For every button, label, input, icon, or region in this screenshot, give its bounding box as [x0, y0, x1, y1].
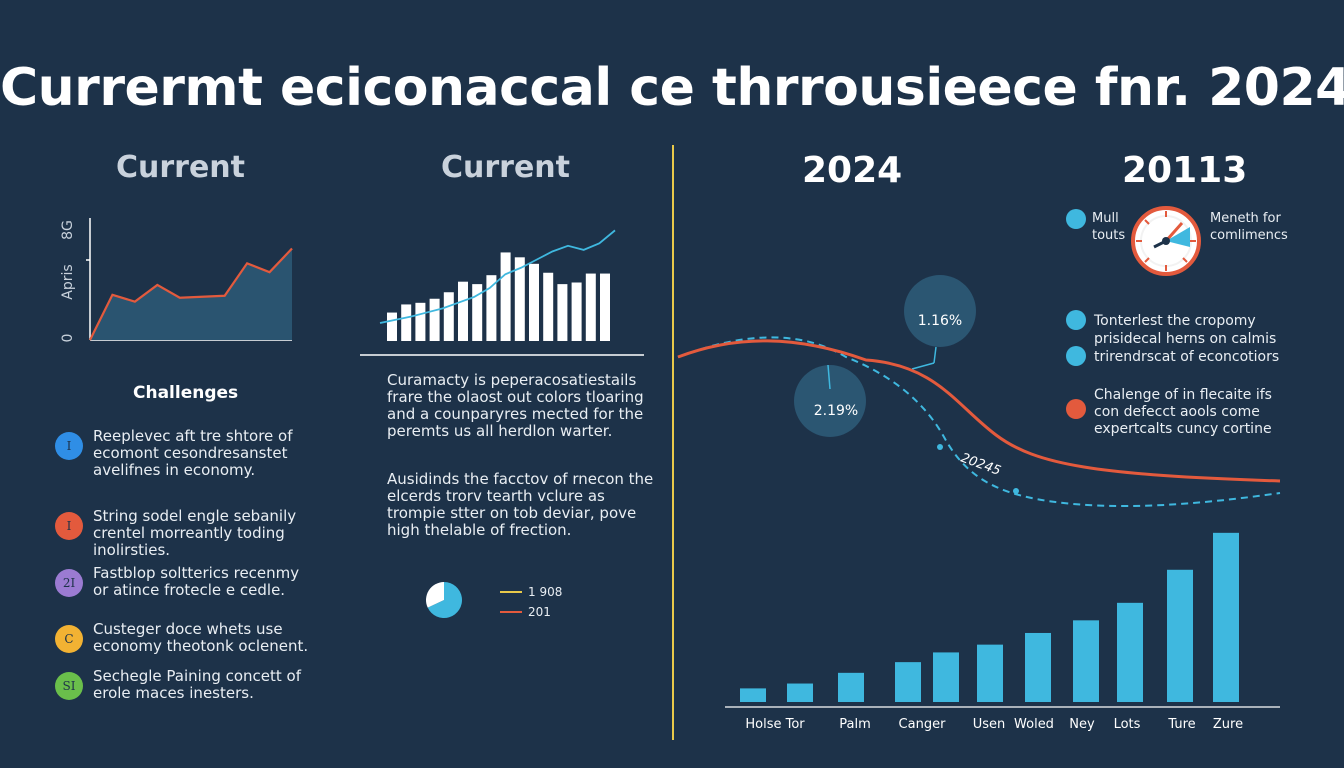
challenge-badge-icon: I: [55, 512, 83, 540]
note-bullet-1: [1066, 310, 1086, 330]
gauge-left-label: Mull touts: [1092, 211, 1126, 243]
challenge-item: I Reeplevec aft tre shtore of ecomont ces…: [55, 428, 355, 479]
right-heading-right: 20113: [1122, 150, 1248, 191]
challenge-badge-icon: C: [55, 625, 83, 653]
pie-slice: [426, 582, 444, 608]
bottom-bar: [1073, 620, 1099, 702]
bottom-bar: [1117, 602, 1143, 702]
area-line: [89, 247, 293, 341]
bar: [472, 284, 483, 341]
bottom-bar: [787, 683, 813, 702]
legend-label: 201: [528, 605, 551, 619]
area-y-label: Apris: [60, 264, 76, 299]
bottom-bar-label: Woled: [1014, 717, 1054, 732]
challenge-item: I String sodel engle sebanily crentel mor…: [55, 508, 355, 559]
note-bullet-3: [1066, 399, 1086, 419]
challenges-heading: Challenges: [133, 383, 239, 403]
curve-label: 20245: [959, 451, 1003, 479]
panel-divider: [672, 145, 674, 740]
middle-legend: 1 908 201: [500, 582, 620, 622]
bar: [600, 273, 610, 341]
bottom-bar: [977, 644, 1003, 702]
note-bullet-2: [1066, 346, 1086, 366]
bottom-bar-label: Usen: [973, 717, 1006, 732]
left-panel-heading: Current: [116, 150, 246, 185]
bar: [557, 284, 568, 341]
bar: [443, 292, 454, 341]
challenge-text: String sodel engle sebanily crentel morr…: [93, 507, 297, 559]
middle-paragraph-1: Curamacty is peperacosatiestails frare t…: [387, 371, 644, 440]
bottom-bar-label: Ney: [1069, 717, 1095, 732]
legend-item: 201: [500, 602, 620, 622]
page-title: Currermt eciconaccal ce thrrousieece fnr…: [0, 58, 1344, 118]
legend-item: 1 908: [500, 582, 620, 602]
challenge-item: SI Sechegle Paining concett of erole mace…: [55, 668, 355, 702]
gauge-right-label: Meneth for comlimencs: [1210, 211, 1288, 243]
challenge-text: Sechegle Paining concett of erole maces …: [93, 667, 302, 702]
area-y-top: 8G: [60, 220, 76, 240]
bottom-bar: [1213, 532, 1239, 702]
bar: [486, 275, 497, 341]
challenge-badge-icon: I: [55, 432, 83, 460]
bar: [585, 273, 596, 341]
bar: [571, 282, 582, 341]
bottom-bar-label: Zure: [1213, 717, 1243, 732]
trend-curve-chart: 1.16% 2.19% 20245: [677, 275, 1281, 508]
area-chart: 8G Apris 0: [60, 218, 293, 343]
note-text-3: Chalenge of in flecaite ifs con defecct …: [1094, 387, 1272, 437]
gauge-icon: [1131, 206, 1201, 276]
bar: [387, 312, 397, 341]
challenge-badge-icon: SI: [55, 672, 83, 700]
note-text-2: trirendrscat of econcotiors: [1094, 349, 1280, 365]
bubble-left: [794, 365, 866, 437]
bar-line-chart: [360, 229, 644, 356]
challenge-item: 2I Fastblop soltterics recenmy or atince …: [55, 565, 355, 599]
legend-label: 1 908: [528, 585, 563, 599]
bottom-bar: [1167, 569, 1193, 702]
challenge-badge-icon: 2I: [55, 569, 83, 597]
bar: [514, 257, 525, 341]
bottom-bar: [895, 662, 921, 702]
pie-chart: [426, 582, 462, 618]
challenge-text: Reeplevec aft tre shtore of ecomont ceso…: [93, 427, 293, 479]
challenge-text: Custeger doce whets use economy theotonk…: [93, 620, 309, 655]
bar: [415, 302, 426, 341]
bottom-bar: [740, 688, 766, 702]
note-text-1: Tonterlest the cropomy: [1094, 313, 1256, 329]
curve-dashed: [677, 336, 1281, 508]
bottom-bar-label: Holse Tor: [745, 717, 805, 732]
bottom-bar: [838, 672, 864, 702]
gauge-bullet: [1066, 209, 1086, 229]
bar: [458, 281, 468, 341]
bar: [529, 263, 539, 341]
bottom-bar: [933, 652, 959, 702]
bar: [543, 272, 554, 341]
bar: [401, 304, 412, 341]
bottom-bar: [1025, 632, 1051, 702]
bottom-bar-label: Lots: [1114, 717, 1141, 732]
bottom-bar-label: Ture: [1167, 717, 1195, 732]
challenge-text: Fastblop soltterics recenmy or atince fr…: [93, 564, 300, 599]
bubble-top-label: 1.16%: [918, 313, 962, 329]
bottom-bar-chart: Holse Tor Palm Canger Usen Woled Ney Lots Ture Z…: [725, 532, 1280, 732]
legend-swatch: [500, 611, 522, 613]
bar: [500, 252, 511, 341]
bubble-top: [904, 275, 976, 347]
curve-solid: [677, 339, 1281, 483]
legend-swatch: [500, 591, 522, 593]
bottom-bar-label: Palm: [839, 717, 871, 732]
challenges-list: I Reeplevec aft tre shtore of ecomont ces…: [55, 428, 355, 728]
middle-paragraph-2: Ausidinds the facctov of rnecon the elce…: [387, 470, 654, 539]
note-text-2a: prisidecal herns on calmis: [1094, 331, 1277, 347]
pie-slice: [427, 582, 462, 618]
middle-panel-heading: Current: [441, 150, 571, 185]
bubble-left-label: 2.19%: [814, 403, 858, 419]
area-y-zero: 0: [60, 334, 76, 343]
trend-line: [379, 229, 616, 324]
bar: [429, 298, 440, 341]
right-heading-left: 2024: [802, 150, 903, 191]
challenge-item: C Custeger doce whets use economy theoton…: [55, 621, 355, 655]
bottom-bar-label: Canger: [899, 717, 947, 732]
area-fill: [90, 248, 292, 340]
